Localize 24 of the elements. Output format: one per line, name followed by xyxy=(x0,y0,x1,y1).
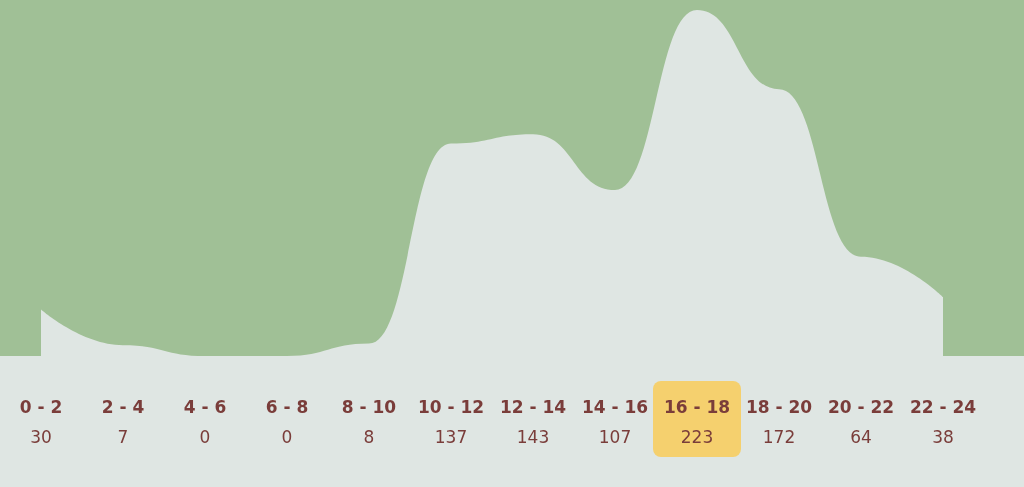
data-label: 143 xyxy=(516,426,550,447)
x-tick-label: 14 - 16 xyxy=(581,396,649,417)
x-tick-label: 16 - 18 xyxy=(663,396,731,417)
data-label: 223 xyxy=(680,426,714,447)
data-label: 64 xyxy=(850,426,872,447)
data-label: 30 xyxy=(30,426,52,447)
x-tick-label: 20 - 22 xyxy=(827,396,895,417)
x-tick-label: 10 - 12 xyxy=(417,396,485,417)
data-label: 107 xyxy=(598,426,632,447)
data-label: 38 xyxy=(932,426,954,447)
x-tick-label: 18 - 20 xyxy=(745,396,813,417)
x-tick-label: 0 - 2 xyxy=(19,396,63,417)
x-tick-label: 22 - 24 xyxy=(909,396,977,417)
data-label: 7 xyxy=(117,426,129,447)
x-tick-label: 12 - 14 xyxy=(499,396,567,417)
x-tick-label: 2 - 4 xyxy=(101,396,145,417)
data-label: 137 xyxy=(434,426,468,447)
data-label: 8 xyxy=(363,426,375,447)
data-label: 0 xyxy=(199,426,211,447)
data-label: 172 xyxy=(762,426,796,447)
x-tick-label: 8 - 10 xyxy=(341,396,397,417)
x-tick-label: 4 - 6 xyxy=(183,396,227,417)
x-tick-label: 6 - 8 xyxy=(265,396,309,417)
data-label: 0 xyxy=(281,426,293,447)
